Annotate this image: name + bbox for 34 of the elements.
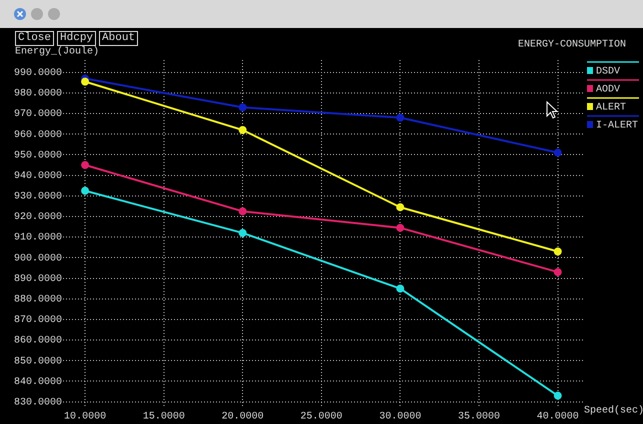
x-tick-label: 25.0000 [300, 412, 342, 423]
y-tick-label: 950.0000 [14, 150, 62, 162]
y-tick-label: 970.0000 [14, 109, 62, 120]
legend-label: ALERT [596, 102, 626, 114]
y-tick-label: 880.0000 [14, 294, 62, 306]
y-tick-label: 840.0000 [14, 376, 62, 388]
y-tick-label: 870.0000 [14, 315, 62, 326]
legend-label: DSDV [596, 66, 620, 78]
y-tick-label: 900.0000 [14, 253, 62, 264]
x-axis-title: Speed(sec) [584, 404, 643, 417]
x-tick-label: 30.0000 [379, 412, 422, 423]
legend-label: AODV [596, 84, 620, 96]
y-tick-label: 930.0000 [14, 192, 62, 203]
y-axis-title: Energy_(Joule) [15, 46, 100, 58]
x-tick-label: 20.0000 [222, 412, 264, 423]
x-tick-label: 40.0000 [536, 412, 579, 423]
y-tick-label: 860.0000 [14, 336, 62, 347]
y-tick-label: 940.0000 [14, 170, 62, 182]
chart-title: ENERGY-CONSUMPTION [518, 40, 626, 51]
y-tick-label: 890.0000 [14, 274, 62, 285]
y-tick-label: 850.0000 [14, 356, 62, 368]
y-tick-label: 960.0000 [14, 130, 62, 141]
y-tick-label: 910.0000 [14, 232, 62, 244]
y-tick-label: 990.0000 [14, 68, 62, 79]
y-tick-label: 830.0000 [14, 397, 62, 408]
text: About [99, 31, 138, 46]
x-tick-label: 35.0000 [458, 412, 500, 423]
legend-label: I-ALERT [596, 120, 638, 132]
text: Close [15, 31, 54, 46]
y-tick-label: 980.0000 [14, 88, 62, 100]
x-tick-label: 10.0000 [64, 412, 106, 423]
y-tick-label: 920.0000 [14, 212, 62, 224]
x-tick-label: 15.0000 [142, 412, 185, 423]
text: Hdcpy [57, 31, 96, 46]
